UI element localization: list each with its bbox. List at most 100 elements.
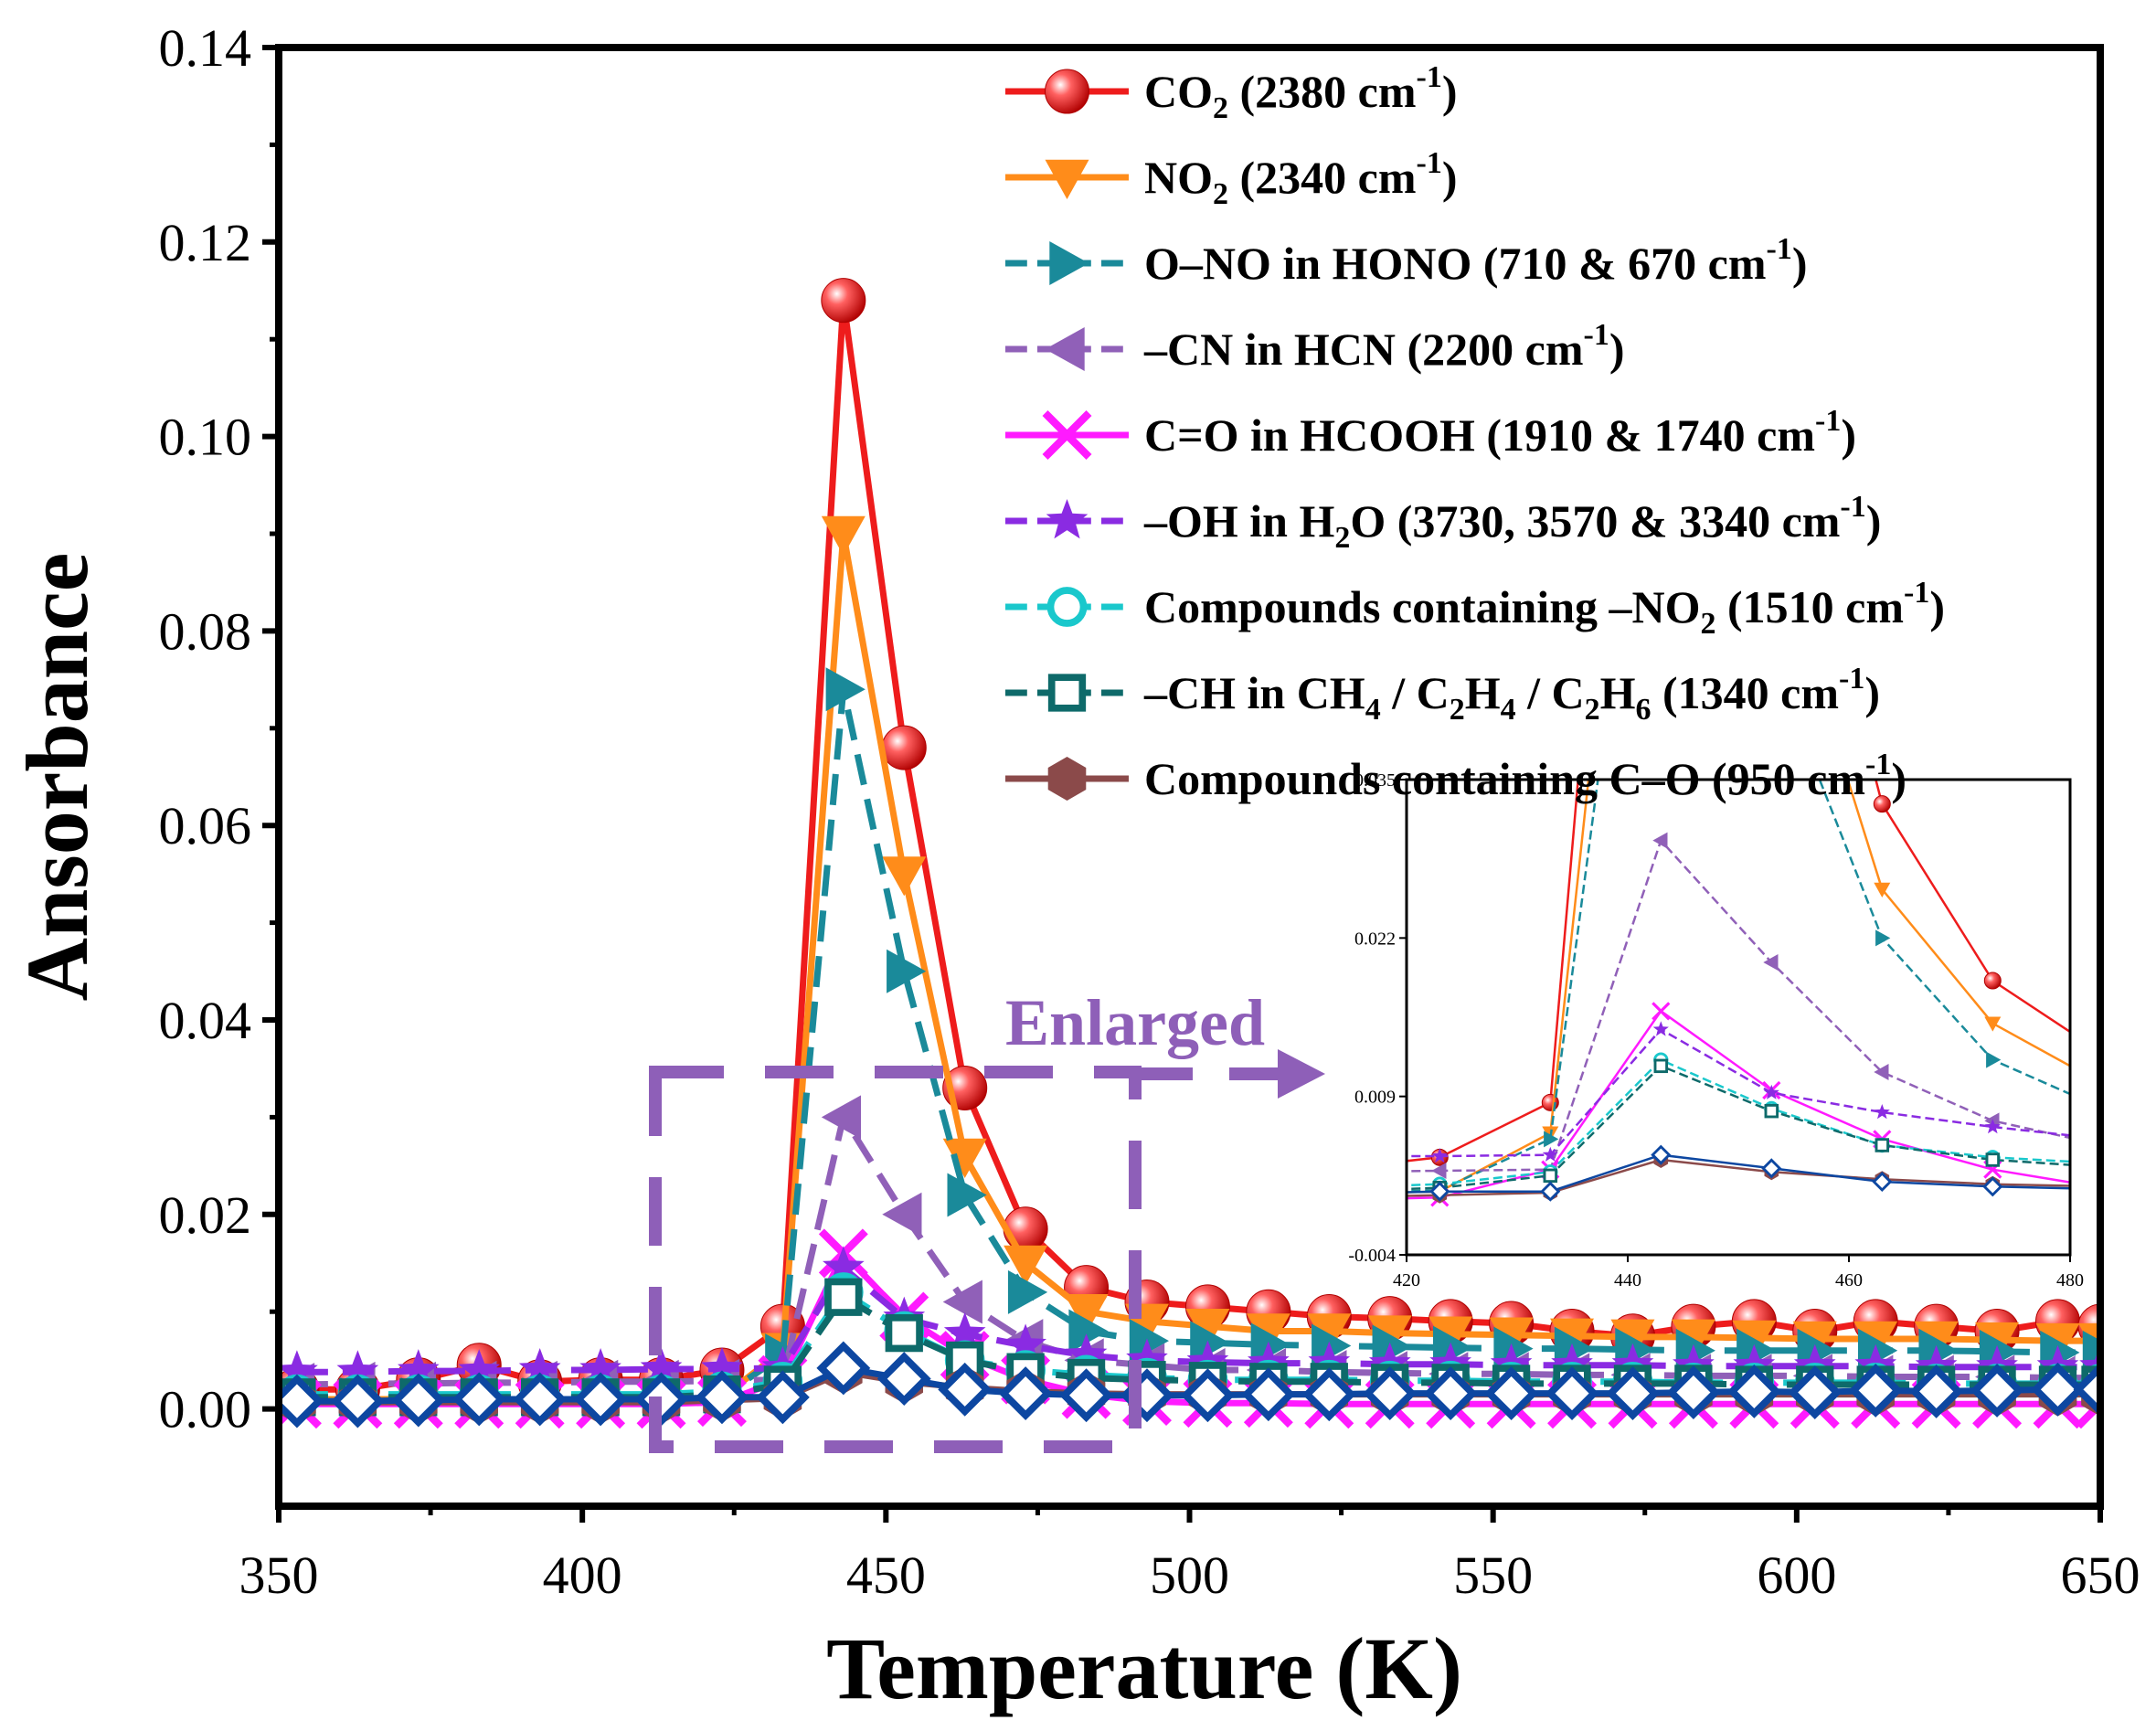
legend-label-part: -1 — [1767, 232, 1792, 266]
data-point — [1484, 1366, 1539, 1421]
legend-label-part: 4 — [1365, 693, 1381, 727]
legend: CO2​ (2380 cm-1​) NO2​ (2340 cm-1​) O–NO i… — [1005, 60, 1945, 804]
data-point — [821, 515, 866, 556]
data-point — [816, 1341, 871, 1396]
data-point — [1983, 972, 2002, 990]
data-point — [998, 1366, 1053, 1421]
data-point — [882, 1192, 922, 1237]
x-tick-label: 450 — [846, 1545, 926, 1605]
data-point — [1763, 1084, 1779, 1099]
data-point — [1049, 241, 1089, 285]
data-point — [1129, 1319, 1169, 1364]
legend-label-part: ) — [1929, 581, 1945, 632]
legend-label-part: H — [1465, 667, 1501, 718]
x-tick-label: 400 — [543, 1545, 622, 1605]
legend-label-part: –CH in CH — [1143, 667, 1365, 718]
legend-label-part: Compounds containing C–O (950 cm — [1144, 753, 1865, 804]
data-point — [1059, 1368, 1113, 1423]
data-point — [1542, 1146, 1558, 1162]
legend-label: CO2​ (2380 cm-1​) — [1144, 60, 1457, 125]
data-point — [2073, 1362, 2100, 1417]
data-point — [1307, 1313, 1352, 1354]
inset-y-tick-label: 0.009 — [1354, 1088, 1396, 1108]
inset-x-tick-label: 480 — [2056, 1270, 2084, 1290]
legend-label-part: O (3730, 3570 & 3340 cm — [1350, 495, 1840, 547]
y-tick-label: 0.14 — [159, 18, 252, 78]
inset-y-tick-label: 0.035 — [1354, 770, 1396, 791]
data-point — [823, 1246, 865, 1286]
inset-series-line — [1407, 1027, 2070, 1158]
legend-label-part: 6 — [1636, 693, 1652, 727]
data-point — [821, 1095, 862, 1140]
data-point — [881, 725, 927, 770]
data-point — [1651, 1144, 1672, 1165]
data-point-stroke — [1652, 1002, 1671, 1021]
data-point — [1875, 929, 1891, 947]
data-point — [882, 856, 927, 897]
data-point — [1004, 1245, 1048, 1285]
legend-label-part: C=O in HCOOH (1910 & 1740 cm — [1144, 409, 1815, 461]
inset-x-tick-label: 420 — [1393, 1270, 1420, 1290]
data-point — [579, 1348, 621, 1388]
legend-label-part: -1 — [1839, 662, 1864, 696]
axis-ticks: 350 400 450 500 550 600 650 0.00 0.02 0.04 0.06 0.0… — [159, 18, 2140, 1605]
inset-series-line — [1407, 1009, 2070, 1200]
data-point — [1653, 1058, 1669, 1074]
data-point — [1654, 296, 1669, 313]
x-tick-label: 600 — [1757, 1545, 1836, 1605]
data-point — [398, 1349, 440, 1389]
y-axis-title: Ansorbance — [8, 553, 106, 1002]
data-point — [1652, 1002, 1671, 1021]
x-axis-title: Temperature (K) — [826, 1619, 1462, 1717]
legend-label: O–NO in HONO (710 & 670 cm-1​) — [1144, 232, 1808, 289]
enlarged-annotation: Enlarged — [649, 986, 1325, 1453]
data-point — [1874, 1104, 1890, 1120]
inset-series-layer — [1407, 296, 2070, 1207]
legend-label-part: 2 — [1450, 693, 1465, 727]
legend-label-part: ) — [1442, 66, 1458, 117]
data-point — [1540, 1181, 1561, 1202]
data-point — [1848, 1363, 1903, 1418]
data-point — [573, 1372, 628, 1427]
legend-item: NO2​ (2340 cm-1​) — [1005, 146, 1457, 211]
data-point — [1984, 1119, 2001, 1134]
main-series-layer — [279, 278, 2100, 1429]
data-point — [1185, 1308, 1230, 1349]
data-point — [330, 1374, 385, 1428]
legend-label-part: 2 — [1213, 177, 1228, 211]
data-point — [1003, 1206, 1048, 1252]
data-point — [1545, 1366, 1599, 1421]
y-tick-label: 0.10 — [159, 408, 252, 467]
data-point — [821, 278, 866, 324]
data-point — [1363, 1366, 1418, 1421]
data-point — [1068, 1309, 1109, 1354]
legend-label: –CN in HCN (2200 cm-1​) — [1143, 318, 1625, 375]
legend-label-part: -1 — [1865, 748, 1891, 781]
data-point — [391, 1373, 446, 1428]
legend-label-part: (1510 cm — [1716, 581, 1905, 632]
data-point — [336, 1350, 379, 1390]
data-point — [1045, 159, 1089, 199]
data-point — [876, 1352, 931, 1407]
inset-background — [1407, 780, 2070, 1255]
data-point — [1875, 1138, 1890, 1152]
y-tick-label: 0.06 — [159, 796, 252, 855]
data-point — [1874, 882, 1891, 897]
y-tick-label: 0.12 — [159, 213, 252, 272]
data-point — [1985, 1152, 2001, 1167]
legend-label-part: -1 — [1815, 404, 1841, 438]
data-point — [825, 667, 866, 712]
legend-item: CO2​ (2380 cm-1​) — [1005, 60, 1457, 125]
legend-label-part: 2 — [1585, 693, 1600, 727]
data-point — [943, 1312, 986, 1353]
data-point — [1982, 1176, 2003, 1197]
legend-item: Compounds containing C–O (950 cm-1​) — [1005, 748, 1906, 804]
data-point — [1666, 1365, 1721, 1419]
legend-label-part: H — [1600, 667, 1636, 718]
data-point — [755, 1370, 810, 1425]
data-point — [1042, 410, 1092, 460]
data-point — [1788, 1365, 1843, 1419]
inset-x-tick-label: 460 — [1835, 1270, 1863, 1290]
data-point — [1045, 69, 1089, 114]
data-point — [1726, 1365, 1781, 1418]
